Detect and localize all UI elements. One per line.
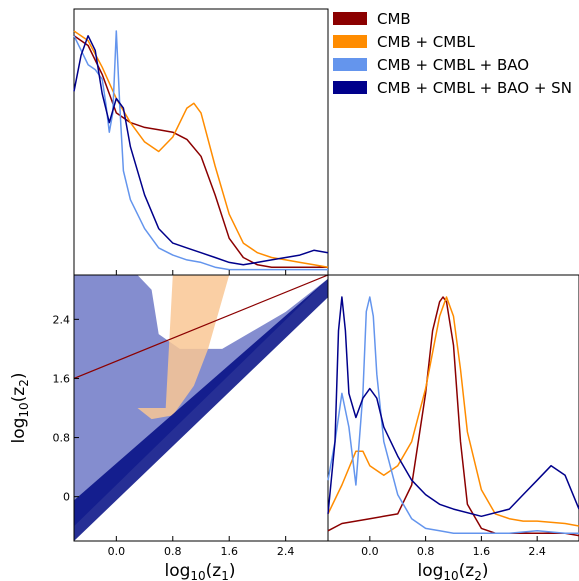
marginal-z2-lines — [327, 296, 579, 537]
legend-swatch-2 — [333, 58, 367, 71]
joint-ytick-label-0: 0 — [63, 491, 70, 504]
joint-xtick-label-1: 0.8 — [164, 545, 182, 558]
marginal-z2-series-2 — [327, 296, 579, 534]
marginal-z2-series-1 — [327, 296, 579, 527]
legend: CMB CMB + CMBL CMB + CMBL + BAO CMB + CMBL … — [333, 10, 572, 97]
joint-xtick-label-3: 2.4 — [277, 545, 295, 558]
panel-joint-z1-z2 — [74, 275, 328, 541]
joint-xtick-label-0: 0.0 — [108, 545, 126, 558]
legend-label-2: CMB + CMBL + BAO — [377, 56, 529, 74]
marginal-z2-xtick-label-2: 1.6 — [473, 545, 491, 558]
marginal-z1-series-0 — [73, 35, 328, 268]
y-axis-label-z2: log10(z2) — [9, 372, 31, 443]
marginal-z2-series-3 — [327, 296, 579, 518]
panel-marginal-z1-frame — [73, 8, 329, 276]
joint-ytick-label-3: 2.4 — [53, 313, 71, 326]
panel-marginal-z2-frame — [327, 274, 579, 542]
ticks: 0.0 0.8 1.6 2.4 0.0 0.8 1.6 2.4 0 0.8 1.6 2.4 — [53, 270, 546, 558]
x-axis-label-z2: log10(z2) — [417, 561, 488, 581]
marginal-z2-xtick-label-0: 0.0 — [361, 545, 379, 558]
legend-label-3: CMB + CMBL + BAO + SN — [377, 79, 572, 97]
marginal-z2-xtick-label-3: 2.4 — [528, 545, 546, 558]
joint-ytick-label-1: 0.8 — [53, 432, 71, 445]
legend-label-1: CMB + CMBL — [377, 33, 476, 51]
marginal-z1-series-2 — [73, 30, 328, 271]
joint-xtick-label-2: 1.6 — [220, 545, 238, 558]
joint-region-2 — [74, 278, 328, 541]
marginal-z1-series-1 — [73, 30, 329, 268]
legend-label-0: CMB — [377, 10, 411, 28]
legend-swatch-1 — [333, 35, 367, 48]
legend-swatch-3 — [333, 81, 367, 94]
marginal-z1-series-3 — [73, 35, 329, 266]
marginal-z1-lines — [73, 30, 329, 271]
legend-swatch-0 — [333, 12, 367, 25]
marginal-z2-xtick-label-1: 0.8 — [417, 545, 435, 558]
x-axis-label-z1: log10(z1) — [164, 561, 235, 581]
joint-region-1 — [137, 275, 230, 420]
joint-ytick-label-2: 1.6 — [53, 372, 71, 385]
joint-contour-line-3 — [74, 275, 328, 379]
